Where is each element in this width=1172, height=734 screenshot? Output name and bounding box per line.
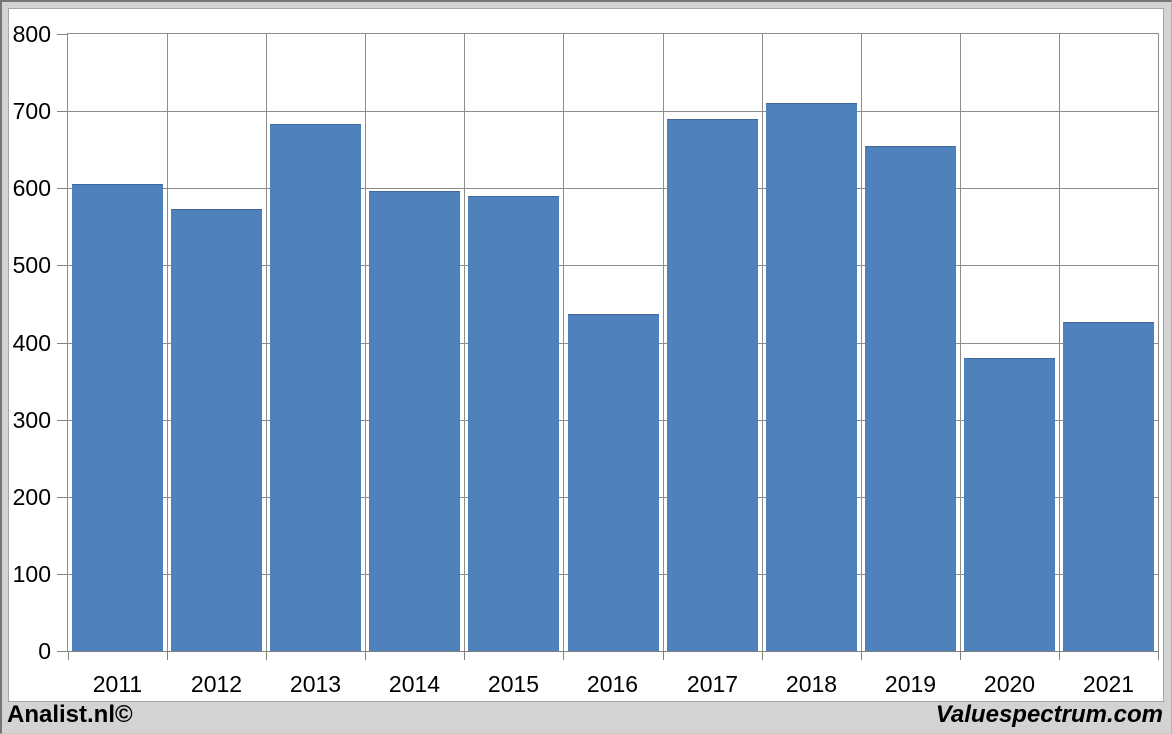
gridline-vertical-9 xyxy=(960,34,961,651)
x-axis-tick-4 xyxy=(464,651,465,660)
gridline-vertical-4 xyxy=(464,34,465,651)
x-axis-tick-11 xyxy=(1158,651,1159,660)
y-axis-label-700: 700 xyxy=(12,98,51,124)
x-axis-tick-5 xyxy=(563,651,564,660)
x-axis-label-2017: 2017 xyxy=(686,671,739,697)
y-axis-label-300: 300 xyxy=(12,407,51,433)
y-axis-label-400: 400 xyxy=(12,330,51,356)
source-left-label: Analist.nl© xyxy=(7,701,133,728)
bar-2017 xyxy=(667,119,758,651)
x-axis-label-2018: 2018 xyxy=(785,671,838,697)
y-axis-tick-400 xyxy=(57,343,67,344)
gridline-vertical-1 xyxy=(167,34,168,651)
x-axis-tick-6 xyxy=(663,651,664,660)
y-axis-label-0: 0 xyxy=(38,638,51,664)
y-axis-tick-200 xyxy=(57,497,67,498)
x-axis-tick-0 xyxy=(68,651,69,660)
y-axis-label-800: 800 xyxy=(12,21,51,47)
gridline-horizontal-600 xyxy=(68,188,1158,189)
source-right-label: Valuespectrum.com xyxy=(935,701,1163,728)
gridline-vertical-6 xyxy=(663,34,664,651)
x-axis-label-2011: 2011 xyxy=(92,671,143,697)
bar-2013 xyxy=(270,124,361,651)
bar-2012 xyxy=(171,209,262,651)
gridline-horizontal-500 xyxy=(68,265,1158,266)
x-axis-tick-3 xyxy=(365,651,366,660)
bar-2021 xyxy=(1063,322,1154,651)
x-axis-label-2021: 2021 xyxy=(1082,671,1135,697)
y-axis-label-600: 600 xyxy=(12,175,51,201)
y-axis-tick-100 xyxy=(57,574,67,575)
y-axis-tick-800 xyxy=(57,34,67,35)
gridline-vertical-8 xyxy=(861,34,862,651)
x-axis-tick-10 xyxy=(1059,651,1060,660)
bar-2018 xyxy=(766,103,857,651)
footer: Analist.nl© Valuespectrum.com xyxy=(2,699,1171,733)
y-axis-tick-500 xyxy=(57,265,67,266)
x-axis-label-2020: 2020 xyxy=(983,671,1036,697)
chart-canvas: 0 100 200 300 400 500 600 700 800 2011 2012 2013 201… xyxy=(8,8,1164,702)
x-axis-tick-8 xyxy=(861,651,862,660)
x-axis-label-2019: 2019 xyxy=(884,671,937,697)
gridline-vertical-3 xyxy=(365,34,366,651)
y-axis-tick-300 xyxy=(57,420,67,421)
y-axis-tick-0 xyxy=(57,651,67,652)
x-axis-tick-7 xyxy=(762,651,763,660)
bar-2014 xyxy=(369,191,460,651)
bar-2019 xyxy=(865,146,956,651)
y-axis-tick-600 xyxy=(57,188,67,189)
x-axis-label-2016: 2016 xyxy=(586,671,639,697)
x-axis-tick-1 xyxy=(167,651,168,660)
y-axis-label-500: 500 xyxy=(12,252,51,278)
bar-2015 xyxy=(468,196,559,651)
x-axis-label-2015: 2015 xyxy=(487,671,540,697)
x-axis-tick-2 xyxy=(266,651,267,660)
y-axis-label-100: 100 xyxy=(12,561,51,587)
y-axis-label-200: 200 xyxy=(12,484,51,510)
gridline-horizontal-700 xyxy=(68,111,1158,112)
gridline-vertical-7 xyxy=(762,34,763,651)
gridline-vertical-10 xyxy=(1059,34,1060,651)
gridline-vertical-2 xyxy=(266,34,267,651)
y-axis-tick-700 xyxy=(57,111,67,112)
x-axis-label-2014: 2014 xyxy=(388,671,441,697)
plot-area xyxy=(67,33,1159,652)
gridline-vertical-5 xyxy=(563,34,564,651)
bar-2011 xyxy=(72,184,163,651)
x-axis-tick-9 xyxy=(960,651,961,660)
x-axis-label-2013: 2013 xyxy=(289,671,342,697)
bar-2020 xyxy=(964,358,1055,651)
bar-2016 xyxy=(568,314,659,651)
x-axis-label-2012: 2012 xyxy=(190,671,243,697)
